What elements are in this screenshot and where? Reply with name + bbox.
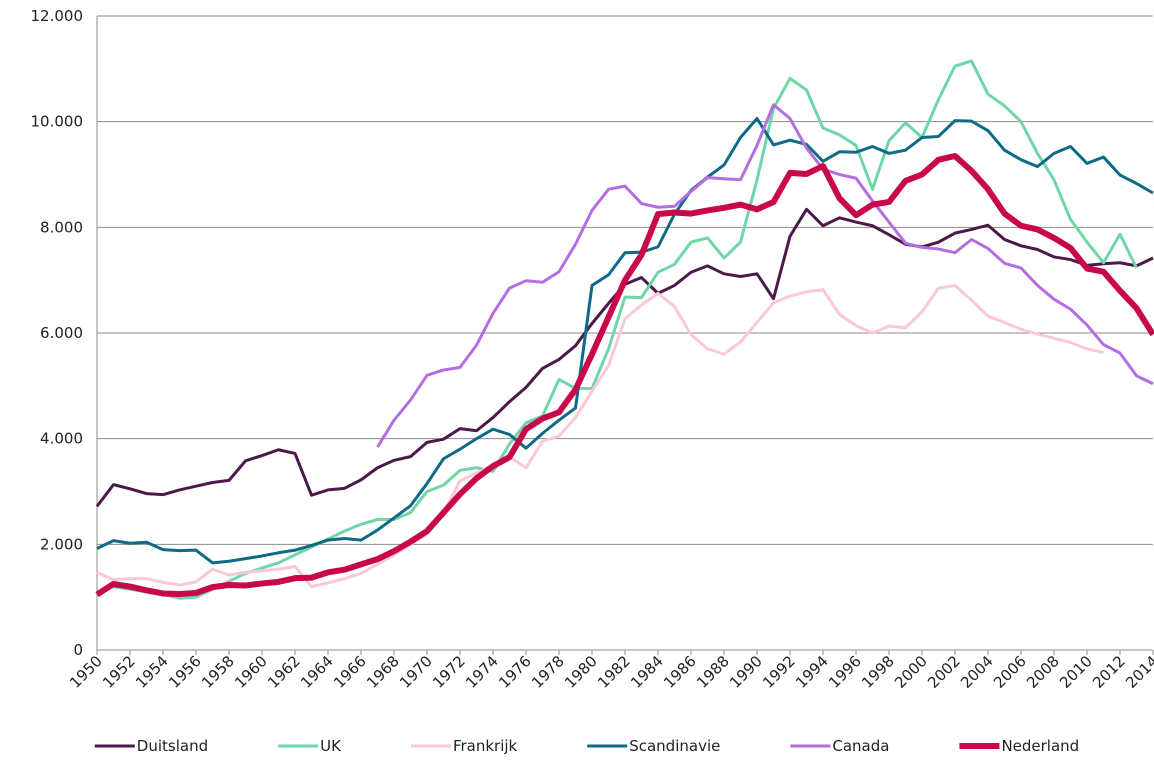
legend-label: Canada bbox=[832, 737, 889, 755]
x-tick-label: 2000 bbox=[891, 652, 931, 692]
x-tick-label: 1956 bbox=[165, 652, 205, 692]
y-tick-label: 10.000 bbox=[31, 113, 84, 131]
x-tick-label: 1972 bbox=[429, 652, 469, 692]
y-tick-label: 4.000 bbox=[40, 430, 83, 448]
x-tick-label: 1962 bbox=[264, 652, 304, 692]
x-tick-label: 1994 bbox=[792, 652, 832, 692]
x-tick-label: 1980 bbox=[561, 652, 601, 692]
y-tick-label: 12.000 bbox=[31, 7, 84, 25]
x-tick-label: 1952 bbox=[99, 652, 139, 692]
legend-label: Scandinavie bbox=[629, 737, 720, 755]
x-tick-label: 1964 bbox=[297, 652, 337, 692]
y-tick-label: 8.000 bbox=[40, 218, 83, 236]
series-line bbox=[96, 59, 1138, 600]
y-tick-label: 2.000 bbox=[40, 535, 83, 553]
x-tick-label: 1960 bbox=[231, 652, 271, 692]
legend-label: Nederland bbox=[1001, 737, 1079, 755]
legend: Duitsland UK Frankrijk Scandinavie Canada Ned… bbox=[94, 737, 1079, 755]
y-tick-label: 6.000 bbox=[40, 324, 83, 342]
x-tick-label: 2012 bbox=[1089, 652, 1129, 692]
x-tick-label: 1996 bbox=[825, 652, 865, 692]
legend-label: Frankrijk bbox=[453, 737, 518, 755]
legend-label: UK bbox=[320, 737, 342, 755]
x-tick-label: 1958 bbox=[198, 652, 238, 692]
x-tick-label: 1992 bbox=[759, 652, 799, 692]
x-tick-label: 1982 bbox=[594, 652, 634, 692]
x-tick-label: 2006 bbox=[990, 652, 1030, 692]
series-line bbox=[95, 153, 1154, 598]
x-tick-label: 1978 bbox=[528, 652, 568, 692]
x-tick-label: 1998 bbox=[858, 652, 898, 692]
series-line bbox=[96, 283, 1104, 589]
x-tick-label: 2008 bbox=[1023, 652, 1063, 692]
legend-label: Duitsland bbox=[137, 737, 208, 755]
x-tick-label: 2004 bbox=[957, 652, 997, 692]
x-tick-label: 2002 bbox=[924, 652, 964, 692]
x-tick-label: 1970 bbox=[396, 652, 436, 692]
x-tick-label: 1950 bbox=[66, 652, 106, 692]
x-tick-label: 1976 bbox=[495, 652, 535, 692]
x-tick-label: 2014 bbox=[1122, 652, 1154, 692]
x-tick-label: 1954 bbox=[132, 652, 172, 692]
x-tick-label: 1966 bbox=[330, 652, 370, 692]
x-tick-label: 1974 bbox=[462, 652, 502, 692]
x-tick-label: 1968 bbox=[363, 652, 403, 692]
series-line bbox=[96, 117, 1154, 565]
x-tick-label: 1990 bbox=[726, 652, 766, 692]
x-tick-label: 1986 bbox=[660, 652, 700, 692]
x-tick-label: 2010 bbox=[1056, 652, 1096, 692]
x-tick-label: 1984 bbox=[627, 652, 667, 692]
x-tick-label: 1988 bbox=[693, 652, 733, 692]
y-tick-label: 0 bbox=[73, 641, 83, 659]
series-line bbox=[376, 103, 1154, 448]
